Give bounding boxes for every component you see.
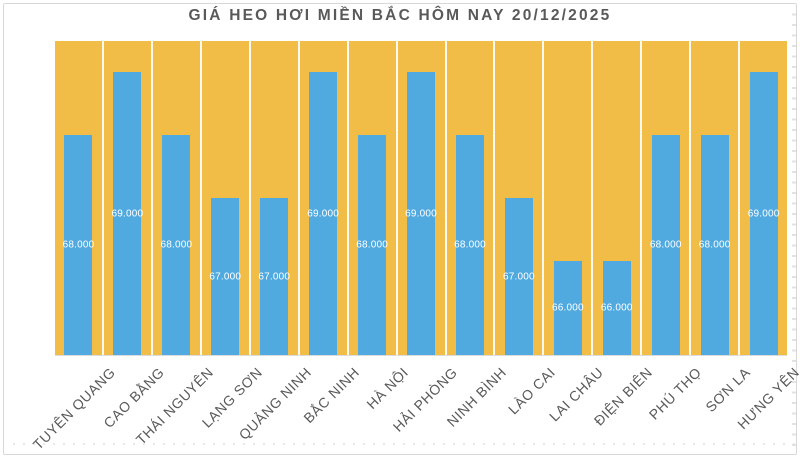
category-column: 68.000 [689,41,738,355]
bar: 69.000 [307,72,340,355]
category-column: 67.000 [493,41,542,355]
bar: 68.000 [698,135,731,355]
category-column: 68.000 [640,41,689,355]
category-column: 68.000 [346,41,396,355]
bar-value-label: 69.000 [405,208,437,220]
bar: 68.000 [356,135,388,355]
bar-value-label: 68.000 [62,239,95,251]
bar-value-label: 67.000 [209,271,242,282]
bar-value-label: 67.000 [503,271,535,282]
plot-area: 68.000 69.000 68.000 67.000 67.000 69.000 68.0… [55,41,787,356]
bar: 67.000 [209,198,242,355]
category-column: 69.000 [395,41,445,355]
bar-value-label: 67.000 [258,271,291,282]
bar-value-label: 68.000 [160,239,193,251]
bar-value-label: 69.000 [111,208,144,220]
category-column: 69.000 [101,41,151,355]
category-column: 69.000 [738,41,787,355]
category-column: 68.000 [55,41,102,355]
bar: 69.000 [111,72,144,355]
x-axis-label: TUYÊN QUANG [30,364,119,453]
bar: 68.000 [62,135,95,355]
category-column: 67.000 [248,41,298,355]
category-column: 66.000 [591,41,640,355]
bar: 66.000 [600,260,633,355]
bar: 69.000 [747,72,780,355]
category-column: 69.000 [297,41,347,355]
bar: 68.000 [454,135,486,355]
category-column: 66.000 [542,41,591,355]
bar: 68.000 [649,135,682,355]
bar: 69.000 [405,72,437,355]
bar-value-label: 69.000 [307,208,340,220]
bar-value-label: 69.000 [747,208,780,220]
chart-title: GIÁ HEO HƠI MIỀN BẮC HÔM NAY 20/12/2025 [188,7,612,24]
bar: 66.000 [551,260,584,355]
bar: 67.000 [503,198,535,355]
bar-value-label: 68.000 [454,239,486,251]
bar-value-label: 68.000 [356,239,388,251]
bar-value-label: 68.000 [649,239,682,251]
bar-value-label: 68.000 [698,239,731,251]
bar: 68.000 [160,135,193,355]
bar-value-label: 66.000 [600,302,633,314]
category-column: 68.000 [150,41,200,355]
bar: 67.000 [258,198,291,355]
category-column: 67.000 [199,41,249,355]
bar-value-label: 66.000 [551,302,584,314]
category-column: 68.000 [444,41,494,355]
right-axis-ticks [792,5,796,453]
